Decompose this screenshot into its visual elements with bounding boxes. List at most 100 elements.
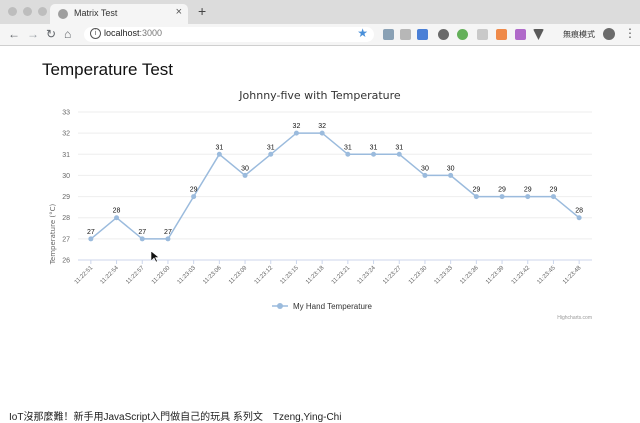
- data-point[interactable]: [268, 151, 274, 157]
- browser-tab[interactable]: Matrix Test ×: [50, 4, 188, 24]
- bookmark-star-icon[interactable]: ★: [357, 26, 368, 40]
- data-label: 27: [87, 229, 95, 236]
- chart-title: Johnny-five with Temperature: [238, 89, 401, 102]
- info-icon[interactable]: i: [90, 28, 101, 39]
- extension-icon[interactable]: [383, 29, 394, 40]
- data-point[interactable]: [550, 194, 556, 200]
- data-label: 30: [421, 165, 429, 172]
- data-point[interactable]: [293, 130, 299, 136]
- minimize-window-button[interactable]: [23, 7, 32, 16]
- page-title: Temperature Test: [42, 60, 174, 79]
- data-point[interactable]: [88, 236, 94, 242]
- new-tab-button[interactable]: +: [198, 3, 207, 19]
- data-label: 29: [524, 187, 532, 194]
- data-label: 29: [550, 187, 558, 194]
- reload-button[interactable]: ↻: [46, 27, 57, 41]
- legend-item-label: My Hand Temperature: [293, 302, 373, 311]
- back-button[interactable]: ←: [8, 27, 20, 41]
- data-label: 27: [138, 229, 146, 236]
- data-point[interactable]: [396, 151, 402, 157]
- extension-icon[interactable]: [496, 29, 507, 40]
- forward-button[interactable]: →: [27, 27, 39, 41]
- data-point[interactable]: [448, 172, 454, 178]
- data-point[interactable]: [114, 215, 120, 221]
- data-label: 31: [395, 144, 403, 151]
- data-point[interactable]: [319, 130, 325, 136]
- x-tick-label: 11:22:51: [74, 265, 95, 286]
- data-label: 31: [370, 144, 378, 151]
- y-tick-label: 27: [62, 236, 70, 243]
- x-tick-label: 11:23:30: [408, 265, 429, 286]
- data-label: 32: [318, 123, 326, 130]
- url-text: localhost:3000: [104, 28, 162, 38]
- browser-toolbar: ← → ↻ ⌂ i localhost:3000 ★ 無痕模式 ⋮: [0, 24, 640, 46]
- data-label: 28: [113, 208, 121, 215]
- y-tick-label: 32: [62, 131, 70, 138]
- data-label: 32: [293, 123, 301, 130]
- data-point[interactable]: [191, 194, 197, 200]
- x-tick-label: 11:23:09: [228, 265, 249, 286]
- home-button[interactable]: ⌂: [64, 27, 72, 41]
- incognito-avatar-icon[interactable]: [603, 28, 615, 40]
- temperature-chart: Johnny-five with Temperature 26 27 28 29 30 3…: [49, 89, 592, 321]
- x-tick-label: 11:23:39: [485, 265, 506, 286]
- data-label: 31: [267, 144, 275, 151]
- url-port: :3000: [139, 28, 163, 38]
- data-point[interactable]: [345, 151, 351, 157]
- browser-menu-icon[interactable]: ⋮: [624, 26, 636, 40]
- data-label: 30: [447, 165, 455, 172]
- address-bar[interactable]: i localhost:3000 ★: [84, 26, 374, 42]
- data-label: 29: [498, 187, 506, 194]
- x-tick-label: 11:23:03: [177, 265, 198, 286]
- tab-title: Matrix Test: [74, 8, 118, 18]
- extension-icon[interactable]: [417, 29, 428, 40]
- extension-icon[interactable]: [515, 29, 526, 40]
- data-label: 31: [344, 144, 352, 151]
- y-axis-label: Temperature (°C): [49, 204, 57, 266]
- data-label: 30: [241, 165, 249, 172]
- x-tick-label: 11:23:06: [202, 265, 223, 286]
- extension-icon[interactable]: [400, 29, 411, 40]
- x-tick-label: 11:23:18: [305, 265, 326, 286]
- tab-close-icon[interactable]: ×: [175, 6, 182, 18]
- data-point[interactable]: [525, 194, 531, 200]
- legend[interactable]: My Hand Temperature: [272, 302, 373, 311]
- data-point[interactable]: [473, 194, 479, 200]
- x-tick-label: 11:22:54: [100, 265, 121, 286]
- data-label: 31: [215, 144, 223, 151]
- favicon-icon: [58, 9, 68, 19]
- extension-icon[interactable]: [457, 29, 468, 40]
- maximize-window-button[interactable]: [38, 7, 47, 16]
- extension-icon[interactable]: [533, 29, 544, 40]
- data-label: 29: [190, 187, 198, 194]
- x-tick-label: 11:23:24: [357, 265, 378, 286]
- url-host: localhost: [104, 28, 140, 38]
- data-point[interactable]: [139, 236, 145, 242]
- profile-label[interactable]: 無痕模式: [563, 30, 595, 39]
- data-point[interactable]: [422, 172, 428, 178]
- data-point[interactable]: [242, 172, 248, 178]
- x-tick-label: 11:23:36: [459, 265, 480, 286]
- data-point[interactable]: [499, 194, 505, 200]
- series-line: [90, 132, 580, 240]
- extension-icon[interactable]: [477, 29, 488, 40]
- window-controls: [8, 7, 47, 16]
- y-tick-label: 31: [62, 152, 70, 159]
- extension-icon[interactable]: [438, 29, 449, 40]
- x-tick-label: 11:23:33: [434, 265, 455, 286]
- x-tick-label: 11:23:48: [562, 265, 583, 286]
- y-tick-label: 28: [62, 215, 70, 222]
- legend-marker: [277, 303, 283, 309]
- credits-text[interactable]: Highcharts.com: [557, 315, 592, 321]
- data-point[interactable]: [216, 151, 222, 157]
- y-tick-label: 26: [62, 258, 70, 265]
- x-tick-label: 11:23:12: [254, 265, 275, 286]
- data-point[interactable]: [576, 215, 582, 221]
- x-tick-label: 11:23:21: [331, 265, 352, 286]
- data-point[interactable]: [165, 236, 171, 242]
- data-point[interactable]: [371, 151, 377, 157]
- y-tick-label: 30: [62, 173, 70, 180]
- close-window-button[interactable]: [8, 7, 17, 16]
- x-tick-label: 11:23:27: [382, 265, 403, 286]
- x-tick-label: 11:23:42: [511, 265, 532, 286]
